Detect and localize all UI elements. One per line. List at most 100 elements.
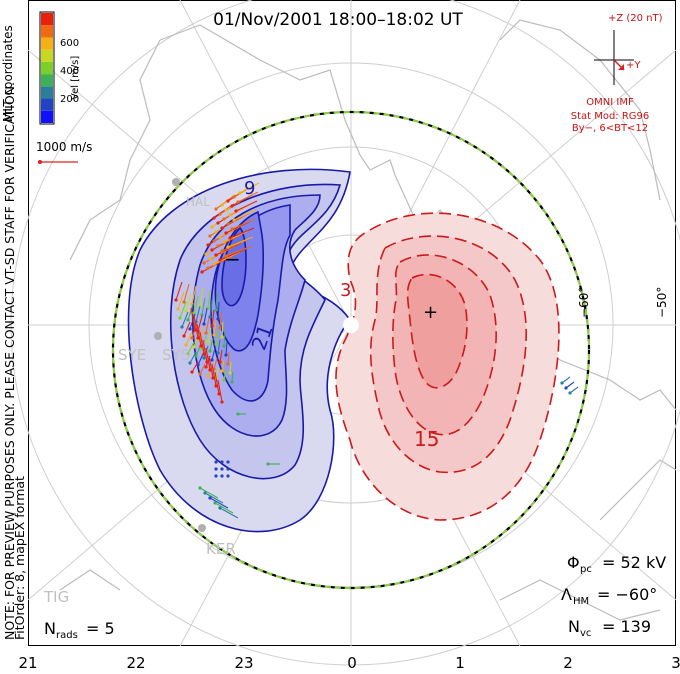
velocity-vector-origin bbox=[186, 318, 190, 322]
velocity-vector-origin bbox=[216, 351, 220, 355]
velocity-vector bbox=[217, 301, 220, 320]
velocity-vector bbox=[219, 507, 239, 519]
nrads-value: = 5 bbox=[86, 619, 115, 638]
velocity-vector-origin bbox=[202, 356, 206, 360]
colorbar-segment bbox=[41, 98, 53, 111]
colorbar-unit-label: Vel [m/s] bbox=[70, 56, 81, 100]
velocity-vector bbox=[227, 351, 230, 365]
velocity-vector bbox=[209, 299, 213, 318]
velocity-vector-origin bbox=[176, 307, 180, 311]
velocity-vector-origin bbox=[214, 467, 218, 471]
velocity-vector-origin bbox=[214, 230, 218, 234]
velocity-vector bbox=[205, 317, 210, 334]
velocity-vector-origin bbox=[184, 343, 188, 347]
contour-label-9: 9 bbox=[244, 178, 255, 199]
velocity-vector bbox=[561, 376, 571, 384]
velocity-vector-origin bbox=[568, 391, 572, 395]
station-sye-label: SYE bbox=[118, 346, 146, 364]
velocity-vector bbox=[211, 347, 216, 361]
velocity-vector bbox=[239, 182, 260, 194]
colorbar-frame bbox=[39, 11, 55, 125]
velocity-vector bbox=[215, 329, 219, 345]
velocity-vector-origin bbox=[199, 344, 203, 348]
colorbar-tick-200: 200 bbox=[60, 94, 79, 105]
coordinate-system-label: MLT coordinates bbox=[1, 25, 15, 122]
velocity-vector-origin bbox=[174, 298, 178, 302]
map-title: 01/Nov/2001 18:00–18:02 UT bbox=[213, 10, 463, 30]
velocity-vector bbox=[223, 369, 227, 381]
velocity-vector bbox=[219, 248, 247, 261]
velocity-vector bbox=[213, 319, 217, 336]
velocity-vector bbox=[208, 355, 214, 379]
velocity-vector-origin bbox=[220, 249, 224, 253]
svg-text:rads: rads bbox=[56, 630, 78, 641]
colorbar-tick-600: 600 bbox=[60, 38, 79, 49]
velocity-vector-origin bbox=[220, 369, 224, 373]
velocity-vector-origin bbox=[205, 360, 209, 364]
velocity-vector-origin bbox=[212, 333, 216, 337]
velocity-vector-origin bbox=[213, 501, 217, 505]
velocity-vector-origin bbox=[200, 270, 204, 274]
velocity-vector bbox=[221, 321, 224, 338]
velocity-vector-origin bbox=[220, 467, 224, 471]
velocity-vector-origin bbox=[198, 372, 202, 376]
velocity-vector bbox=[187, 341, 195, 355]
mlt-tick-label: 22 bbox=[126, 654, 145, 672]
velocity-vector bbox=[219, 311, 222, 329]
velocity-vector-origin bbox=[180, 325, 184, 329]
velocity-vector-origin bbox=[230, 204, 234, 208]
velocity-vector bbox=[221, 359, 225, 372]
mlt-tick-label: 0 bbox=[347, 654, 357, 672]
velocity-vector-origin bbox=[190, 336, 194, 340]
velocity-vector bbox=[217, 339, 221, 354]
colorbar-segment bbox=[41, 74, 53, 87]
velocity-scale-label: 1000 m/s bbox=[36, 140, 92, 154]
velocity-vector bbox=[214, 502, 234, 514]
velocity-vector bbox=[177, 291, 185, 310]
velocity-vector bbox=[193, 315, 199, 339]
potential-minimum-marker: − bbox=[224, 247, 241, 271]
velocity-vector-origin bbox=[198, 486, 202, 490]
velocity-vector-origin bbox=[236, 200, 240, 204]
velocity-vector-origin bbox=[206, 243, 210, 247]
velocity-vector-origin bbox=[224, 254, 228, 258]
svg-text:Φ: Φ bbox=[567, 553, 580, 572]
velocity-vector bbox=[185, 293, 192, 312]
velocity-vector-origin bbox=[211, 376, 215, 380]
svg-text:HM: HM bbox=[573, 596, 589, 607]
velocity-vector-origin bbox=[218, 212, 222, 216]
mlt-tick-label: 23 bbox=[234, 654, 253, 672]
velocity-vector-origin bbox=[230, 380, 234, 384]
velocity-vector-origin bbox=[196, 336, 200, 340]
velocity-vector bbox=[229, 227, 255, 239]
velocity-vector-origin bbox=[226, 199, 230, 203]
station-ker-label: KER bbox=[206, 540, 236, 558]
velocity-vector-origin bbox=[208, 349, 212, 353]
velocity-vector-origin bbox=[220, 226, 224, 230]
velocity-vector-origin bbox=[204, 331, 208, 335]
svg-text:N: N bbox=[44, 619, 56, 638]
velocity-vector-origin bbox=[222, 217, 226, 221]
velocity-vector-origin bbox=[266, 462, 270, 466]
velocity-vector-origin bbox=[214, 308, 218, 312]
velocity-vector-origin bbox=[204, 252, 208, 256]
station-hal-dot bbox=[172, 178, 180, 186]
velocity-vector-origin bbox=[226, 245, 230, 249]
velocity-vector-origin bbox=[226, 362, 230, 366]
imf-clock bbox=[594, 30, 634, 85]
svg-text:vc: vc bbox=[580, 628, 591, 639]
velocity-vector bbox=[223, 230, 249, 243]
velocity-vector-origin bbox=[220, 400, 224, 404]
velocity-vector-origin bbox=[224, 353, 228, 357]
velocity-vector bbox=[231, 371, 234, 383]
mlt-tick-label: 2 bbox=[563, 654, 573, 672]
svg-text:N: N bbox=[568, 617, 580, 636]
velocity-vector bbox=[215, 367, 220, 379]
velocity-vector-origin bbox=[216, 317, 220, 321]
velocity-vector-origin bbox=[206, 266, 210, 270]
velocity-vector bbox=[569, 386, 579, 394]
velocity-vector bbox=[199, 363, 206, 375]
latitude-label-50: −50° bbox=[655, 287, 669, 318]
velocity-vector bbox=[215, 291, 218, 311]
velocity-vector-origin bbox=[206, 374, 210, 378]
